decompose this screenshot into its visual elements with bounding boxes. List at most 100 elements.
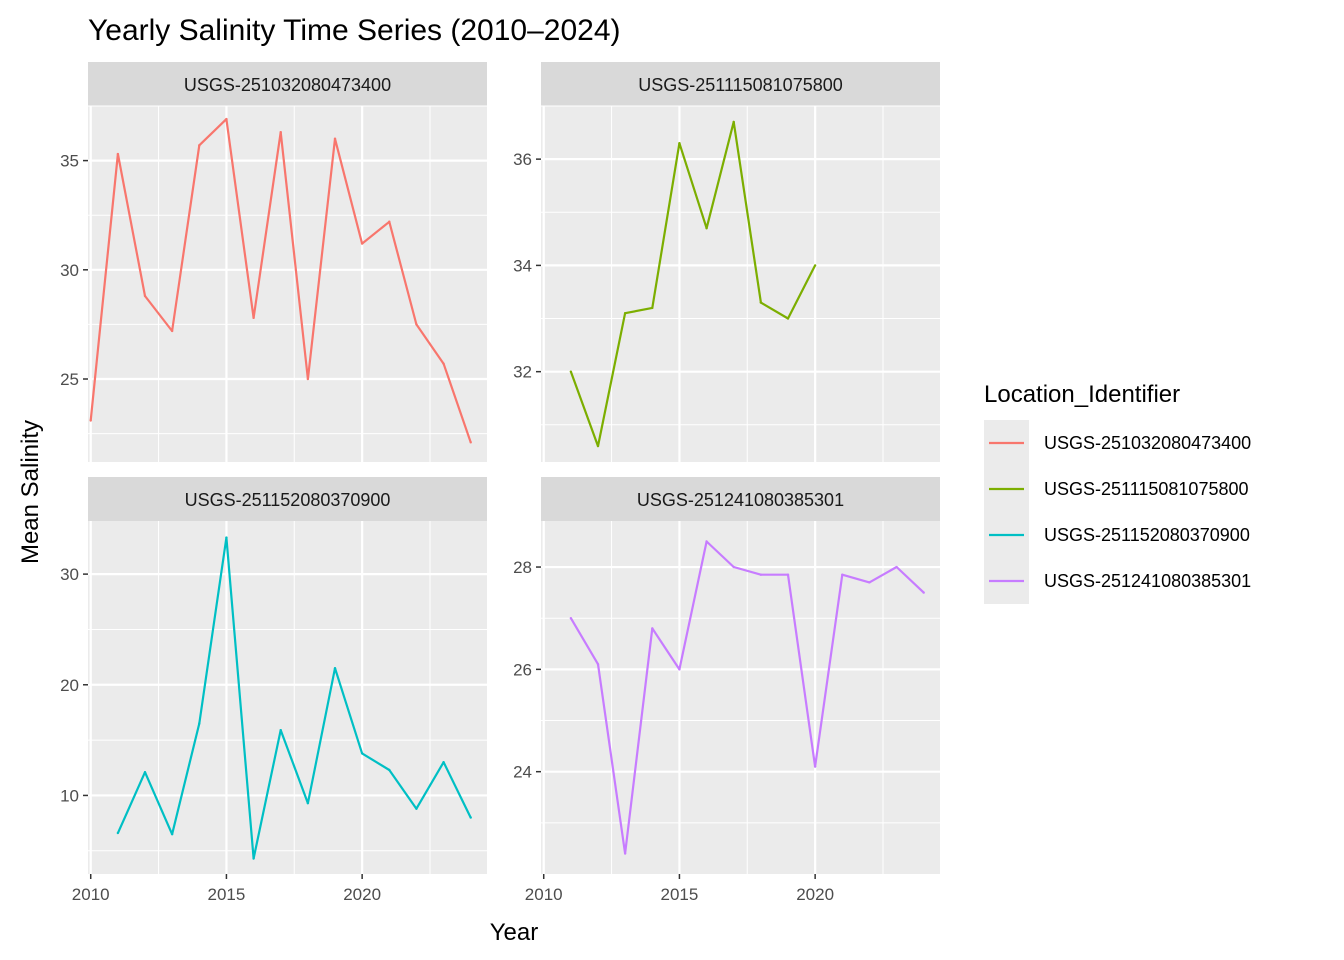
facet-strip-label: USGS-251152080370900: [185, 490, 391, 510]
y-tick-label: 34: [513, 256, 532, 275]
data-point: [469, 816, 472, 819]
data-point: [143, 770, 147, 774]
data-point: [225, 536, 228, 539]
x-axis-title: Year: [490, 919, 539, 946]
data-point: [759, 573, 763, 576]
facet-strip: [88, 477, 487, 521]
y-tick-label: 20: [60, 676, 79, 695]
x-tick-label: 2020: [343, 885, 381, 904]
data-point: [596, 444, 600, 448]
data-point: [360, 242, 364, 245]
data-point: [786, 317, 790, 320]
data-point: [252, 316, 255, 320]
x-tick-label: 2015: [661, 885, 699, 904]
panel-background: [88, 521, 487, 874]
data-point: [651, 627, 654, 630]
legend-title: Location_Identifier: [984, 381, 1180, 408]
data-point: [170, 832, 174, 836]
facet-strip: [541, 477, 940, 521]
data-point: [841, 573, 844, 576]
y-tick-label: 26: [513, 660, 532, 679]
data-point: [569, 617, 573, 620]
data-point: [705, 227, 708, 230]
facet-panel: USGS-251115081075800 32 34 36: [513, 62, 940, 462]
data-point: [279, 728, 282, 732]
data-point: [651, 306, 654, 310]
data-point: [678, 141, 681, 145]
legend-entry: USGS-251152080370900: [989, 525, 1250, 545]
data-point: [279, 131, 282, 134]
data-point: [469, 441, 472, 444]
x-tick-label: 2010: [72, 885, 110, 904]
data-point: [678, 668, 681, 671]
data-point: [388, 768, 391, 772]
data-point: [360, 752, 364, 755]
facet-strip: [541, 62, 940, 106]
y-tick-label: 28: [513, 558, 532, 577]
y-tick-label: 10: [60, 786, 79, 805]
data-point: [732, 120, 735, 124]
data-point: [225, 117, 228, 121]
legend: Location_Identifier USGS-251032080473400…: [984, 381, 1251, 604]
series-line: [116, 536, 472, 860]
legend-label: USGS-251032080473400: [1044, 433, 1251, 453]
facet-strip-label: USGS-251032080473400: [184, 75, 391, 95]
facet-panel: USGS-251032080473400 25 30 35: [60, 62, 487, 462]
legend-entries: USGS-251032080473400 USGS-251115081075800…: [989, 433, 1251, 591]
data-point: [732, 565, 735, 569]
data-point: [170, 329, 174, 333]
y-tick-label: 36: [513, 150, 532, 169]
x-tick-label: 2015: [208, 885, 246, 904]
legend-key-background: [984, 420, 1029, 604]
data-point: [813, 765, 817, 768]
x-tick-label: 2010: [525, 885, 563, 904]
series-line: [569, 540, 925, 855]
data-point: [333, 137, 337, 140]
facet-strip: [88, 62, 487, 106]
y-tick-label: 25: [60, 370, 79, 389]
y-tick-label: 32: [513, 363, 532, 382]
chart-title: Yearly Salinity Time Series (2010–2024): [88, 14, 621, 47]
data-point: [89, 419, 92, 422]
data-point: [596, 663, 600, 666]
y-tick-label: 30: [60, 261, 79, 280]
facet-strip-label: USGS-251115081075800: [638, 75, 843, 95]
data-point: [813, 264, 817, 267]
data-point: [415, 807, 418, 810]
y-axis-title: Mean Salinity: [17, 420, 44, 564]
data-point: [623, 852, 627, 855]
data-point: [116, 152, 120, 156]
data-point: [306, 801, 310, 805]
panel-background: [88, 106, 487, 462]
data-point: [143, 294, 147, 298]
data-point: [116, 831, 120, 835]
legend-label: USGS-251152080370900: [1044, 525, 1250, 545]
facet-panels: USGS-251032080473400 25 30 35 USGS-251115081…: [60, 62, 940, 904]
data-point: [415, 323, 418, 326]
data-point: [895, 565, 898, 569]
y-tick-label: 24: [513, 763, 532, 782]
data-point: [569, 370, 573, 373]
data-point: [198, 722, 201, 725]
data-point: [306, 377, 310, 381]
x-tick-label: 2020: [796, 885, 834, 904]
data-point: [705, 540, 708, 543]
data-point: [388, 220, 391, 223]
data-point: [623, 312, 627, 315]
legend-label: USGS-251115081075800: [1044, 479, 1249, 499]
data-point: [759, 301, 763, 304]
y-tick-label: 30: [60, 565, 79, 584]
data-point: [198, 144, 201, 147]
data-point: [786, 573, 790, 576]
data-point: [442, 761, 445, 764]
legend-label: USGS-251241080385301: [1044, 571, 1251, 591]
facet-panel: USGS-251241080385301 24 26 28 2010 2015 2020: [513, 477, 940, 904]
data-point: [868, 581, 871, 584]
legend-entry: USGS-251115081075800: [989, 479, 1249, 499]
facet-strip-label: USGS-251241080385301: [637, 490, 844, 510]
data-point: [333, 666, 337, 670]
data-point: [922, 591, 925, 594]
legend-entry: USGS-251032080473400: [989, 433, 1251, 453]
data-point: [442, 362, 445, 365]
